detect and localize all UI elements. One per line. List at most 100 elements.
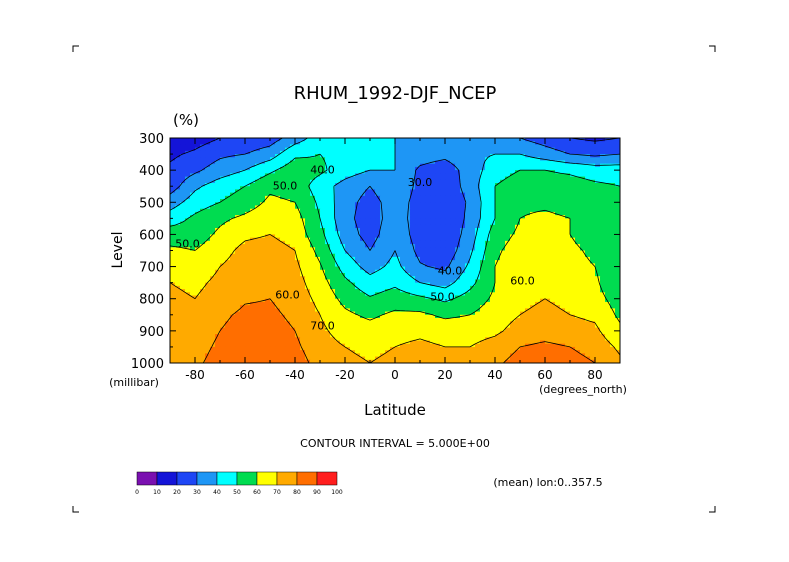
heatmap-cell bbox=[495, 211, 501, 216]
heatmap-cell bbox=[605, 263, 611, 267]
heatmap-cell bbox=[180, 144, 186, 149]
heatmap-cell bbox=[480, 154, 486, 158]
heatmap-cell bbox=[600, 215, 606, 219]
heatmap-cell bbox=[425, 173, 431, 177]
heatmap-cell bbox=[350, 192, 356, 197]
heatmap-cell bbox=[340, 138, 346, 142]
heatmap-cell bbox=[575, 202, 581, 206]
heatmap-cell bbox=[450, 273, 456, 277]
heatmap-cell bbox=[260, 311, 266, 316]
heatmap-cell bbox=[255, 263, 261, 267]
heatmap-cell bbox=[590, 231, 596, 235]
heatmap-cell bbox=[255, 186, 261, 190]
heatmap-cell bbox=[535, 195, 541, 200]
heatmap-cell bbox=[535, 282, 541, 287]
heatmap-cell bbox=[180, 298, 186, 303]
heatmap-cell bbox=[285, 237, 291, 242]
heatmap-cell bbox=[455, 157, 461, 161]
heatmap-cell bbox=[415, 186, 421, 190]
heatmap-cell bbox=[205, 150, 211, 155]
heatmap-cell bbox=[400, 211, 406, 216]
heatmap-cell bbox=[605, 273, 611, 277]
heatmap-cell bbox=[215, 186, 221, 190]
heatmap-cell bbox=[320, 276, 326, 280]
heatmap-cell bbox=[235, 141, 241, 145]
heatmap-cell bbox=[425, 192, 431, 197]
heatmap-cell bbox=[365, 173, 371, 177]
heatmap-cell bbox=[370, 150, 376, 155]
heatmap-cell bbox=[490, 253, 496, 258]
heatmap-cell bbox=[365, 231, 371, 235]
heatmap-cell bbox=[370, 279, 376, 284]
heatmap-cell bbox=[415, 231, 421, 235]
heatmap-cell bbox=[385, 144, 391, 149]
heatmap-cell bbox=[575, 266, 581, 271]
heatmap-cell bbox=[290, 266, 296, 271]
heatmap-cell bbox=[605, 269, 611, 274]
heatmap-cell bbox=[430, 215, 436, 219]
heatmap-cell bbox=[415, 189, 421, 194]
heatmap-cell bbox=[420, 253, 426, 258]
heatmap-cell bbox=[615, 138, 621, 142]
heatmap-cell bbox=[180, 195, 186, 200]
heatmap-cell bbox=[540, 279, 546, 284]
heatmap-cell bbox=[510, 256, 516, 261]
heatmap-cell bbox=[485, 141, 491, 145]
heatmap-cell bbox=[460, 195, 466, 200]
heatmap-cell bbox=[365, 292, 371, 296]
heatmap-cell bbox=[415, 215, 421, 219]
heatmap-cell bbox=[315, 218, 321, 222]
heatmap-cell bbox=[220, 298, 226, 303]
heatmap-cell bbox=[560, 215, 566, 219]
heatmap-cell bbox=[325, 228, 331, 232]
heatmap-cell bbox=[365, 273, 371, 277]
heatmap-cell bbox=[395, 305, 401, 309]
heatmap-cell bbox=[320, 163, 326, 168]
heatmap-cell bbox=[260, 179, 266, 184]
heatmap-cell bbox=[310, 244, 316, 248]
heatmap-cell bbox=[445, 160, 451, 165]
heatmap-cell bbox=[390, 276, 396, 280]
heatmap-cell bbox=[225, 237, 231, 242]
heatmap-cell bbox=[415, 211, 421, 216]
heatmap-cell bbox=[520, 231, 526, 235]
heatmap-cell bbox=[530, 256, 536, 261]
heatmap-cell bbox=[535, 289, 541, 293]
heatmap-cell bbox=[515, 228, 521, 232]
heatmap-cell bbox=[345, 305, 351, 309]
heatmap-cell bbox=[410, 240, 416, 245]
heatmap-cell bbox=[225, 173, 231, 177]
heatmap-cell bbox=[305, 308, 311, 312]
heatmap-cell bbox=[495, 199, 501, 203]
heatmap-cell bbox=[180, 202, 186, 206]
heatmap-cell bbox=[330, 202, 336, 206]
heatmap-cell bbox=[450, 208, 456, 213]
heatmap-cell bbox=[520, 298, 526, 303]
heatmap-cell bbox=[290, 170, 296, 174]
heatmap-cell bbox=[570, 308, 576, 312]
heatmap-cell bbox=[170, 192, 176, 197]
heatmap-cell bbox=[565, 250, 571, 255]
heatmap-cell bbox=[400, 163, 406, 168]
heatmap-cell bbox=[265, 199, 271, 203]
heatmap-cell bbox=[250, 218, 256, 222]
heatmap-cell bbox=[200, 260, 206, 264]
heatmap-cell bbox=[515, 215, 521, 219]
heatmap-cell bbox=[445, 292, 451, 296]
heatmap-cell bbox=[475, 301, 481, 306]
heatmap-cell bbox=[420, 244, 426, 248]
heatmap-cell bbox=[345, 260, 351, 264]
heatmap-cell bbox=[240, 231, 246, 235]
heatmap-cell bbox=[245, 273, 251, 277]
heatmap-cell bbox=[310, 157, 316, 161]
heatmap-cell bbox=[520, 305, 526, 309]
heatmap-cell bbox=[355, 260, 361, 264]
heatmap-cell bbox=[510, 250, 516, 255]
heatmap-cell bbox=[330, 311, 336, 316]
heatmap-cell bbox=[260, 266, 266, 271]
heatmap-cell bbox=[180, 244, 186, 248]
heatmap-cell bbox=[170, 218, 176, 222]
heatmap-cell bbox=[395, 218, 401, 222]
heatmap-cell bbox=[515, 208, 521, 213]
